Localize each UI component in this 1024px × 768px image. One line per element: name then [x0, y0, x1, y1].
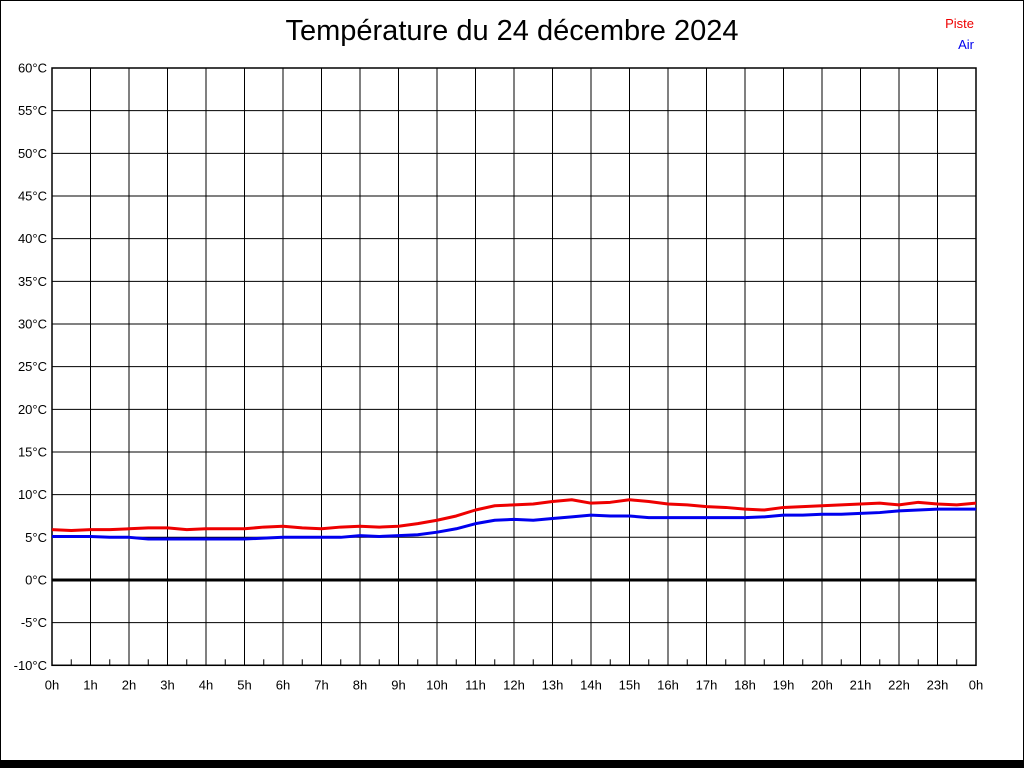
bottom-bar: [1, 760, 1023, 767]
legend-item-piste: Piste: [945, 16, 974, 31]
x-axis-tick-label: 1h: [83, 677, 97, 692]
y-axis-tick-label: 50°C: [18, 146, 47, 161]
y-axis-tick-label: -5°C: [21, 615, 47, 630]
x-axis-tick-label: 20h: [811, 677, 833, 692]
plot-border: [51, 67, 977, 667]
x-axis-tick-label: 12h: [503, 677, 525, 692]
x-axis-tick-label: 4h: [199, 677, 213, 692]
x-axis-tick-label: 13h: [542, 677, 564, 692]
x-axis-tick-label: 9h: [391, 677, 405, 692]
x-axis-tick-label: 17h: [696, 677, 718, 692]
y-axis-tick-label: 25°C: [18, 359, 47, 374]
y-axis-tick-label: 40°C: [18, 231, 47, 246]
x-axis-tick-label: 0h: [969, 677, 983, 692]
x-axis-tick-label: 16h: [657, 677, 679, 692]
y-axis-tick-label: 35°C: [18, 274, 47, 289]
y-axis-tick-label: 10°C: [18, 487, 47, 502]
y-axis-tick-label: 0°C: [25, 572, 47, 587]
chart-title: Température du 24 décembre 2024: [285, 15, 739, 47]
x-axis-tick-label: 14h: [580, 677, 602, 692]
y-axis-tick-label: 60°C: [18, 61, 47, 76]
y-axis-tick-label: 5°C: [25, 530, 47, 545]
x-axis-tick-label: 22h: [888, 677, 910, 692]
y-axis-tick-label: 55°C: [18, 103, 47, 118]
x-axis-tick-label: 8h: [353, 677, 367, 692]
y-axis-tick-label: 15°C: [18, 444, 47, 459]
x-axis-tick-label: 2h: [122, 677, 136, 692]
x-axis-tick-label: 11h: [465, 677, 486, 692]
series-line-piste: [51, 498, 977, 532]
x-axis-tick-label: 6h: [276, 677, 290, 692]
x-axis-tick-label: 5h: [237, 677, 251, 692]
y-axis-tick-label: -10°C: [14, 658, 47, 673]
y-axis-tick-label: 30°C: [18, 316, 47, 331]
y-axis-tick-label: 20°C: [18, 402, 47, 417]
x-axis-tick-label: 19h: [773, 677, 795, 692]
x-axis-tick-label: 21h: [850, 677, 872, 692]
legend: Piste Air: [945, 13, 974, 55]
x-axis-tick-label: 15h: [619, 677, 641, 692]
x-axis-tick-label: 10h: [426, 677, 448, 692]
x-axis-tick-label: 7h: [314, 677, 328, 692]
x-axis-tick-label: 3h: [160, 677, 174, 692]
series-line-air: [52, 507, 976, 541]
x-axis-tick-label: 0h: [45, 677, 59, 692]
x-axis-tick-label: 18h: [734, 677, 756, 692]
legend-item-air: Air: [958, 37, 974, 52]
y-axis-tick-label: 45°C: [18, 188, 47, 203]
x-axis-tick-label: 23h: [927, 677, 949, 692]
